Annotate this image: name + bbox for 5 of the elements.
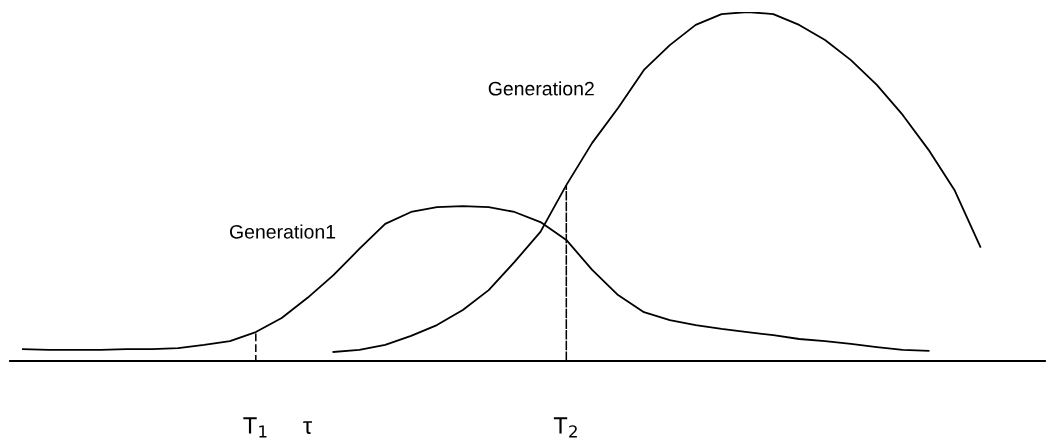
x-tick-label: T$_{2}$ [553, 417, 577, 438]
series-label: Generation1 [229, 224, 336, 239]
series-label: Generation2 [488, 81, 594, 96]
x-tick-label: τ [303, 421, 313, 434]
x-tick-label: T$_{1}$ [243, 417, 267, 438]
